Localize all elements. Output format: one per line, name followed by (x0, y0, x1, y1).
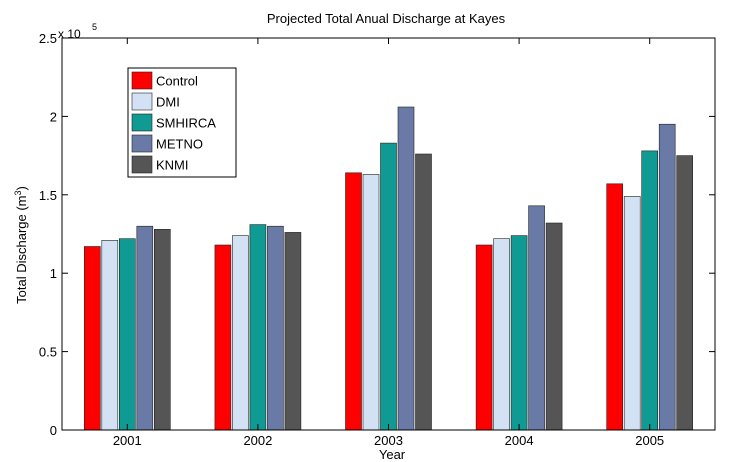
y-tick-label: 2 (50, 109, 57, 124)
bar-knmi-2005 (676, 155, 694, 431)
axes (61, 37, 716, 431)
legend-swatch-control (131, 71, 153, 90)
legend: Control DMI SMHIRCA METNO KNMI (127, 67, 237, 178)
x-tick-label: 2005 (635, 433, 664, 448)
x-tick-label: 2004 (505, 433, 534, 448)
bar-smhirca-2002 (249, 224, 267, 431)
bar-metno-2003 (397, 106, 415, 431)
legend-swatch-metno (131, 134, 153, 153)
legend-swatch-smhirca (131, 113, 153, 132)
bar-control-2004 (475, 244, 493, 431)
bar-control-2001 (84, 246, 101, 431)
bar-knmi-2004 (545, 222, 563, 431)
y-tick-label: 2.5 (39, 31, 57, 46)
exponent-base: x 10 (58, 27, 81, 41)
bars-group (84, 106, 694, 431)
bar-smhirca-2003 (380, 142, 397, 431)
exponent-power: 5 (92, 22, 97, 32)
legend-swatch-dmi (131, 92, 153, 111)
legend-label-dmi: DMI (156, 95, 180, 110)
bar-smhirca-2005 (641, 150, 659, 431)
x-tick-labels: 2001 2002 2003 2004 2005 (113, 433, 664, 448)
bar-dmi-2004 (493, 238, 510, 431)
chart-title: Projected Total Anual Discharge at Kayes (267, 11, 506, 26)
bar-smhirca-2004 (510, 235, 528, 431)
bar-control-2005 (606, 183, 624, 431)
y-axis-label-sup: 3 (13, 190, 23, 195)
x-tick-label: 2003 (374, 433, 403, 448)
bar-smhirca-2001 (119, 238, 136, 431)
y-tick-labels: 0 0.5 1 1.5 2 2.5 (39, 31, 57, 438)
legend-swatch-knmi (131, 155, 153, 174)
legend-label-control: Control (156, 74, 198, 89)
bar-dmi-2001 (101, 240, 119, 431)
bar-dmi-2005 (623, 196, 641, 431)
bar-metno-2004 (528, 205, 545, 431)
y-tick-label: 0 (50, 423, 57, 438)
bar-metno-2005 (658, 123, 676, 431)
y-tick-label: 1.5 (39, 188, 57, 203)
bar-knmi-2003 (415, 153, 432, 431)
y-axis-label: Total Discharge (m3) (13, 186, 29, 304)
y-tick-label: 1 (50, 266, 57, 281)
bar-dmi-2002 (232, 235, 249, 431)
y-axis-label-close: ) (14, 186, 29, 190)
legend-label-metno: METNO (156, 137, 203, 152)
bar-metno-2001 (136, 225, 154, 431)
bar-control-2003 (345, 172, 362, 431)
y-axis-label-main: Total Discharge (m (14, 195, 29, 303)
bar-control-2002 (214, 244, 232, 431)
bar-knmi-2002 (284, 232, 302, 431)
legend-label-smhirca: SMHIRCA (156, 116, 216, 131)
bar-knmi-2001 (154, 229, 171, 431)
y-tick-label: 0.5 (39, 345, 57, 360)
x-tick-label: 2001 (113, 433, 142, 448)
x-tick-label: 2002 (243, 433, 272, 448)
bar-metno-2002 (267, 225, 284, 431)
legend-label-knmi: KNMI (156, 158, 189, 173)
bar-dmi-2003 (362, 174, 380, 431)
x-axis-label: Year (379, 447, 406, 462)
